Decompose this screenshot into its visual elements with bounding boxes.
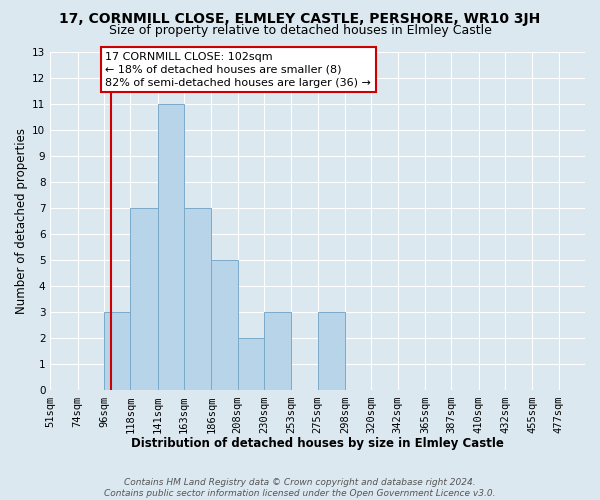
Text: Size of property relative to detached houses in Elmley Castle: Size of property relative to detached ho…: [109, 24, 491, 37]
Bar: [104, 312, 130, 390]
Text: 17 CORNMILL CLOSE: 102sqm
← 18% of detached houses are smaller (8)
82% of semi-d: 17 CORNMILL CLOSE: 102sqm ← 18% of detac…: [105, 52, 371, 88]
Bar: [238, 338, 264, 390]
Bar: [158, 104, 184, 391]
Text: 17, CORNMILL CLOSE, ELMLEY CASTLE, PERSHORE, WR10 3JH: 17, CORNMILL CLOSE, ELMLEY CASTLE, PERSH…: [59, 12, 541, 26]
Bar: [184, 208, 211, 390]
Bar: [264, 312, 292, 390]
Bar: [130, 208, 158, 390]
Bar: [317, 312, 345, 390]
X-axis label: Distribution of detached houses by size in Elmley Castle: Distribution of detached houses by size …: [131, 437, 504, 450]
Bar: [211, 260, 238, 390]
Y-axis label: Number of detached properties: Number of detached properties: [15, 128, 28, 314]
Text: Contains HM Land Registry data © Crown copyright and database right 2024.
Contai: Contains HM Land Registry data © Crown c…: [104, 478, 496, 498]
